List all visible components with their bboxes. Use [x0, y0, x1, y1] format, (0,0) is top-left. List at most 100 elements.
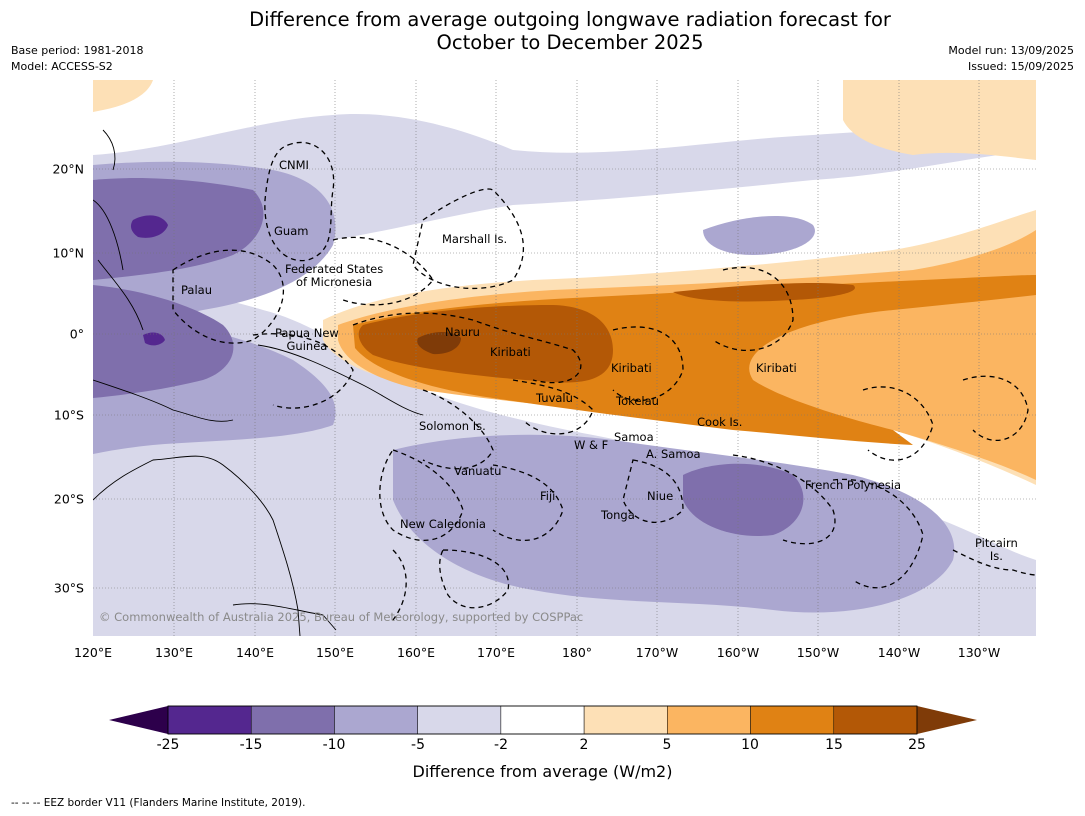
colorbar-tick-4: -2	[494, 737, 508, 753]
label-cnmi: CNMI	[279, 158, 309, 172]
label-fsm: Federated States of Micronesia	[285, 263, 383, 289]
lon-label-180: 180°	[561, 645, 593, 660]
lon-label-150w: 150°W	[796, 645, 840, 660]
footer-note: -- -- -- EEZ border V11 (Flanders Marine…	[11, 797, 306, 809]
colorbar-tick-8: 15	[825, 737, 843, 753]
label-pitcairn-line2: Is.	[989, 549, 1003, 563]
label-cook: Cook Is.	[697, 415, 743, 429]
anomaly-pos25-nauru	[417, 332, 461, 355]
label-png-line1: Papua New	[275, 326, 339, 340]
label-vanuatu: Vanuatu	[454, 464, 502, 478]
chart-title: Difference from average outgoing longwav…	[0, 8, 1085, 54]
label-pitcairn-line1: Pitcairn	[975, 536, 1018, 550]
lon-label-160w: 160°W	[716, 645, 760, 660]
label-tokelau: Tokelau	[616, 394, 659, 408]
label-american-samoa: A. Samoa	[646, 447, 701, 461]
map-grid	[93, 80, 1036, 636]
label-wallis-futuna: W & F	[574, 438, 609, 452]
label-solomon: Solomon Is.	[419, 419, 486, 433]
lon-label-170w: 170°W	[635, 645, 679, 660]
map	[93, 80, 1036, 636]
colorbar	[109, 705, 977, 735]
lon-label-160e: 160°E	[396, 645, 436, 660]
anomaly-neg15-west	[93, 178, 264, 280]
anomaly-pos15-equatorial	[358, 305, 613, 383]
label-samoa: Samoa	[614, 430, 654, 444]
anomaly-neg5-band-north	[93, 114, 1036, 285]
anomaly-pos15-east	[673, 282, 855, 302]
title-line-1: Difference from average outgoing longwav…	[249, 8, 891, 31]
colorbar-bins	[167, 705, 918, 735]
lat-label-20s: 20°S	[53, 491, 84, 507]
base-period: Base period: 1981-2018	[11, 44, 144, 57]
label-pitcairn: Pitcairn Is.	[975, 537, 1018, 563]
issued-date: Issued: 15/09/2025	[967, 60, 1074, 73]
colorbar-tick-3: -5	[411, 737, 425, 753]
colorbar-tick-6: 5	[662, 737, 672, 753]
lat-label-20n: 20°N	[52, 161, 84, 177]
colorbar-tick-7: 10	[741, 737, 759, 753]
title-line-2: October to December 2025	[436, 31, 704, 54]
label-french-polynesia: French Polynesia	[805, 478, 902, 492]
anomaly-neg15-se	[683, 463, 804, 536]
anomaly-pos2-nw-corner	[93, 80, 153, 112]
lon-label-140w: 140°W	[877, 645, 921, 660]
label-png: Papua New Guinea	[275, 327, 339, 353]
colorbar-bin-1	[250, 705, 335, 735]
colorbar-over-triangle	[917, 706, 977, 734]
anomaly-neg25-philippines	[130, 215, 168, 238]
label-fsm-line2: of Micronesia	[295, 275, 373, 289]
colorbar-tick-5: 2	[579, 737, 589, 753]
anomaly-neg10-south	[393, 434, 955, 613]
label-fiji: Fiji	[540, 489, 556, 503]
meta-right: Model run: 13/09/2025 Issued: 15/09/2025	[948, 43, 1074, 75]
label-kiribati-west: Kiribati	[490, 345, 531, 359]
label-kiribati-east: Kiribati	[756, 361, 797, 375]
model-name: Model: ACCESS-S2	[11, 60, 113, 73]
lon-label-130e: 130°E	[154, 645, 194, 660]
map-svg	[93, 80, 1036, 636]
lon-label-150e: 150°E	[315, 645, 355, 660]
colorbar-tick-0: -25	[156, 737, 180, 753]
meta-left: Base period: 1981-2018 Model: ACCESS-S2	[11, 43, 143, 75]
label-tonga: Tonga	[601, 508, 635, 522]
lat-label-10s: 10°S	[53, 407, 84, 423]
eez-borders	[172, 141, 1036, 621]
colorbar-bin-5	[583, 705, 668, 735]
anomaly-neg10-marshall	[703, 215, 815, 255]
lon-label-120e: 120°E	[73, 645, 113, 660]
coastlines	[93, 129, 424, 636]
colorbar-bin-0	[167, 705, 252, 735]
label-palau: Palau	[181, 283, 212, 297]
colorbar-bin-8	[833, 705, 918, 735]
label-nauru: Nauru	[445, 325, 480, 339]
colorbar-frame	[167, 705, 918, 735]
colorbar-under-triangle	[109, 706, 168, 734]
colorbar-bin-7	[750, 705, 835, 735]
label-fsm-line1: Federated States	[285, 262, 384, 276]
colorbar-tick-1: -15	[239, 737, 263, 753]
anomaly-pos2-northeast	[843, 80, 1036, 160]
colorbar-bin-4	[500, 705, 585, 735]
colorbar-bin-3	[417, 705, 502, 735]
colorbar-bin-2	[334, 705, 418, 735]
copyright-notice: © Commonwealth of Australia 2025, Bureau…	[99, 610, 584, 624]
colorbar-tick-2: -10	[322, 737, 346, 753]
lat-label-10n: 10°N	[52, 245, 84, 261]
lon-label-130w: 130°W	[957, 645, 1001, 660]
label-png-line2: Guinea	[286, 339, 328, 353]
lon-label-170e: 170°E	[476, 645, 516, 660]
colorbar-label: Difference from average (W/m2)	[412, 762, 673, 781]
colorbar-tick-9: 25	[908, 737, 926, 753]
lon-label-140e: 140°E	[235, 645, 275, 660]
lat-label-30s: 30°S	[53, 580, 84, 596]
lat-label-0: 0°	[69, 326, 84, 342]
label-kiribati-central: Kiribati	[611, 361, 652, 375]
label-new-caledonia: New Caledonia	[400, 517, 486, 531]
label-niue: Niue	[647, 489, 674, 503]
label-marshall: Marshall Is.	[442, 232, 508, 246]
anomaly-neg25-halmahera	[143, 332, 165, 346]
label-guam: Guam	[274, 224, 309, 238]
model-run: Model run: 13/09/2025	[948, 44, 1074, 57]
label-tuvalu: Tuvalu	[536, 391, 573, 405]
